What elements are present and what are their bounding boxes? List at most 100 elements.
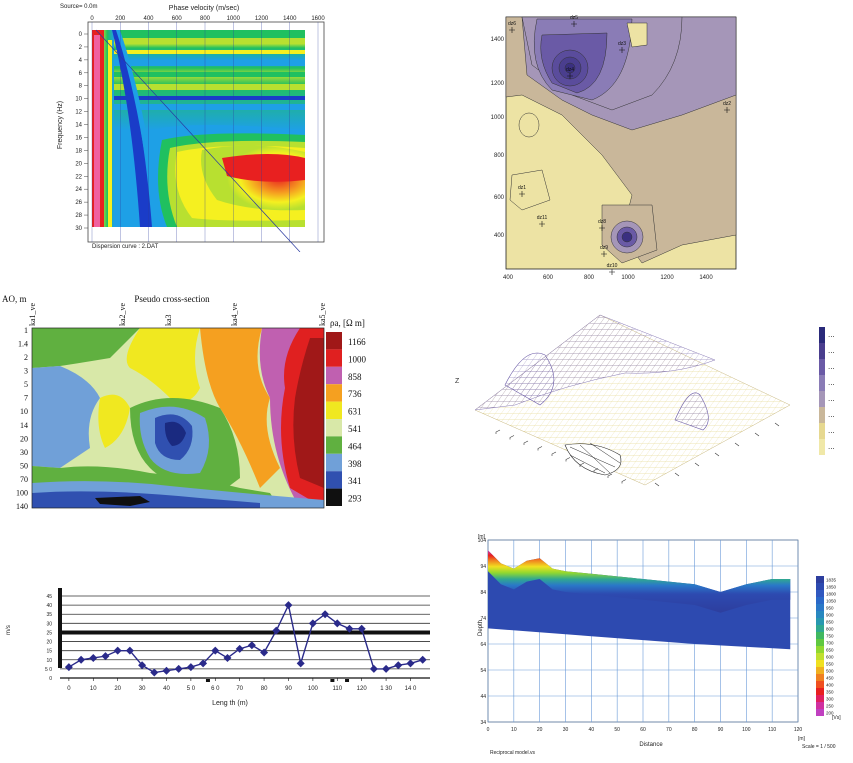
x-tick-label: 100 (308, 686, 319, 692)
y-tick-label: 10 (46, 658, 52, 664)
axis-tick (694, 462, 700, 467)
legend-swatch (819, 343, 825, 359)
scale-label: Scale = 1 / 500 (802, 744, 836, 750)
legend-swatch (816, 681, 824, 688)
legend-swatch (819, 439, 825, 455)
legend-swatch (816, 702, 824, 709)
legend-value: ... (828, 362, 835, 371)
legend-value: 450 (826, 676, 834, 681)
y-tick-label: 28 (75, 213, 82, 219)
footer-left: Reciprocal model.vs (490, 750, 536, 756)
legend-value: 950 (826, 606, 834, 611)
z-axis-label: Z (455, 378, 460, 385)
x-unit: [m] (798, 736, 806, 742)
data-point (369, 664, 378, 673)
data-point (406, 659, 415, 668)
x-tick-label: 0 (487, 727, 490, 733)
axis-tick (537, 446, 543, 451)
y-tick-label: 2 (79, 45, 83, 51)
legend-value: 293 (348, 494, 362, 504)
x-tick-label: 40 (589, 727, 595, 733)
x-tick-label: 1200 (255, 16, 269, 22)
station-marker (519, 191, 525, 197)
legend-swatch (816, 646, 824, 653)
x-tick-label: 20 (537, 727, 543, 733)
x-tick-label: 30 (139, 686, 146, 692)
y-tick-label: 64 (480, 642, 486, 648)
y-tick-label: 12 (75, 110, 82, 116)
legend-value: 350 (826, 690, 834, 695)
data-point (247, 641, 256, 650)
y-tick-label: 34 (480, 720, 486, 726)
x-tick-label: 1 30 (380, 686, 392, 692)
y-tick-label: 600 (494, 195, 505, 201)
y-tick-label: 6 (79, 71, 83, 77)
legend-value: 600 (826, 655, 834, 660)
y-tick-label: 30 (75, 226, 82, 232)
y-unit: [m] (478, 534, 486, 540)
legend-swatch (326, 349, 342, 367)
y-tick-label: 35 (46, 612, 52, 618)
axis-tick (565, 457, 571, 462)
footer-label: Dispersion curve : 2.DAT (92, 244, 159, 250)
data-point (174, 664, 183, 673)
y-tick-label: 15 (46, 649, 52, 655)
station-label: dz4 (566, 67, 574, 73)
y-tick-label: 140 (16, 502, 28, 511)
x-tick-label: 10 (90, 686, 97, 692)
chart-title: Phase velocity (m/sec) (169, 5, 239, 12)
y-tick-label: 400 (494, 233, 505, 239)
x-tick-label: 20 (114, 686, 121, 692)
legend-swatch (816, 583, 824, 590)
y-tick-label: 5 0 (45, 667, 52, 673)
x-tick-label: 800 (584, 275, 595, 281)
x-tick-label: 90 (718, 727, 724, 733)
legend-swatch (816, 632, 824, 639)
station-label: ka1_ve (28, 302, 37, 326)
station-label: dz3 (618, 41, 626, 47)
data-point (321, 610, 330, 619)
axis-tick (579, 462, 585, 467)
legend-value: 1850 (826, 585, 837, 590)
x-tick-label: 60 (640, 727, 646, 733)
y-tick-label: 2 (24, 353, 28, 362)
legend-value: ... (828, 378, 835, 387)
legend-value: 1000 (348, 354, 367, 364)
data-point (125, 646, 134, 655)
legend-swatch (816, 576, 824, 583)
legend-swatch (816, 660, 824, 667)
legend-value: 200 (826, 711, 834, 716)
legend-value: 1166 (348, 337, 366, 347)
y-tick-label: 20 (46, 640, 52, 646)
data-point (260, 648, 269, 657)
x-tick-label: 1400 (699, 275, 713, 281)
legend-swatch (816, 653, 824, 660)
y-tick-label: 40 (46, 603, 52, 609)
legend-title: ρa, [Ω m] (330, 318, 365, 328)
x-tick-label: 1000 (227, 16, 241, 22)
y-tick-label: 20 (20, 434, 28, 443)
y-axis-label: m/s (6, 625, 12, 635)
legend-swatch (819, 407, 825, 423)
axis-tick (593, 468, 599, 473)
y-tick-label: 45 (46, 594, 52, 600)
y-tick-label: 1400 (491, 37, 505, 43)
legend-value: 1800 (826, 592, 837, 597)
y-tick-label: 8 (79, 84, 83, 90)
station-marker (567, 73, 573, 79)
station-label: dz5 (570, 15, 578, 21)
y-tick-label: 94 (480, 564, 486, 570)
axis-tick (551, 451, 557, 456)
station-marker (509, 27, 515, 33)
data-point (150, 668, 159, 677)
dispersion-image (92, 30, 305, 227)
axis-tick (734, 442, 740, 447)
x-tick-label: 14 0 (405, 686, 417, 692)
legend-value: 736 (348, 389, 362, 399)
data-point (138, 661, 147, 670)
contour-map: 400 600 800 1000 1200 1400 400 600 800 1000 1200 1… (491, 15, 737, 281)
legend-value: 398 (348, 459, 362, 469)
legend-swatch (819, 375, 825, 391)
legend-swatch (819, 391, 825, 407)
x-tick-label: 80 (692, 727, 698, 733)
